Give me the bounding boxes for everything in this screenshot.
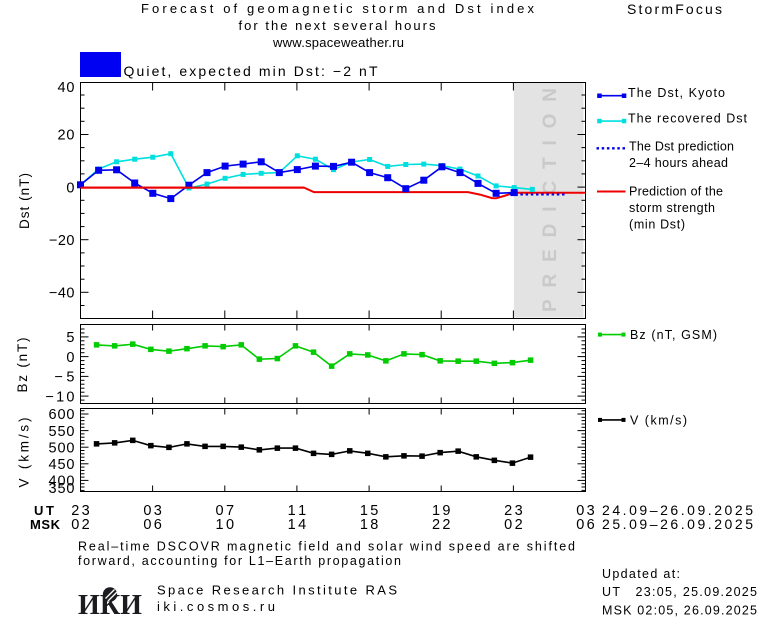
svg-text:Bz (nT): Bz (nT) xyxy=(15,338,30,393)
svg-text:20: 20 xyxy=(58,128,75,144)
svg-text:V (km/s): V (km/s) xyxy=(17,418,32,488)
svg-text:500: 500 xyxy=(49,440,75,456)
svg-text:Space Research Institute RAS: Space Research Institute RAS xyxy=(157,583,397,598)
svg-text:storm strength: storm strength xyxy=(629,201,715,215)
svg-text:−20: −20 xyxy=(49,233,75,249)
svg-text:V (km/s): V (km/s) xyxy=(630,413,687,427)
svg-text:2–4 hours ahead: 2–4 hours ahead xyxy=(629,156,728,170)
svg-text:−40: −40 xyxy=(49,286,75,302)
svg-text:UT 23:05, 25.09.2025: UT 23:05, 25.09.2025 xyxy=(602,585,757,599)
svg-text:Quiet, expected min Dst: −2 nT: Quiet, expected min Dst: −2 nT xyxy=(124,63,378,79)
svg-text:0: 0 xyxy=(66,350,74,366)
svg-text:24.09–26.09.2025: 24.09–26.09.2025 xyxy=(602,502,753,518)
svg-text:MSK: MSK xyxy=(30,517,61,532)
svg-text:−10: −10 xyxy=(46,389,75,405)
svg-text:www.spaceweather.ru: www.spaceweather.ru xyxy=(272,35,404,50)
svg-text:Dst (nT): Dst (nT) xyxy=(17,173,32,229)
svg-text:The Dst, Kyoto: The Dst, Kyoto xyxy=(628,86,725,100)
svg-text:(min Dst): (min Dst) xyxy=(629,217,685,231)
svg-text:350: 350 xyxy=(49,481,75,497)
svg-text:600: 600 xyxy=(49,407,75,423)
svg-text:550: 550 xyxy=(49,424,75,440)
svg-text:0: 0 xyxy=(66,180,74,196)
svg-text:Prediction of the: Prediction of the xyxy=(629,185,723,199)
svg-text:25.09–26.09.2025: 25.09–26.09.2025 xyxy=(602,516,753,532)
svg-text:400: 400 xyxy=(49,474,75,490)
svg-text:The recovered Dst: The recovered Dst xyxy=(628,111,748,125)
svg-text:40: 40 xyxy=(58,80,75,96)
svg-text:450: 450 xyxy=(49,457,75,473)
svg-text:for the next several hours: for the next several hours xyxy=(239,18,437,33)
svg-text:The Dst prediction: The Dst prediction xyxy=(629,139,734,153)
svg-text:5: 5 xyxy=(66,330,74,346)
svg-text:forward, accounting for L1–Ear: forward, accounting for L1–Earth propaga… xyxy=(78,554,401,568)
svg-text:Real–time DSCOVR magnetic fiel: Real–time DSCOVR magnetic field and sola… xyxy=(78,540,575,554)
svg-text:Bz (nT, GSM): Bz (nT, GSM) xyxy=(630,328,717,342)
svg-text:StormFocus: StormFocus xyxy=(627,1,722,17)
svg-text:MSK 02:05, 26.09.2025: MSK 02:05, 26.09.2025 xyxy=(602,604,757,618)
